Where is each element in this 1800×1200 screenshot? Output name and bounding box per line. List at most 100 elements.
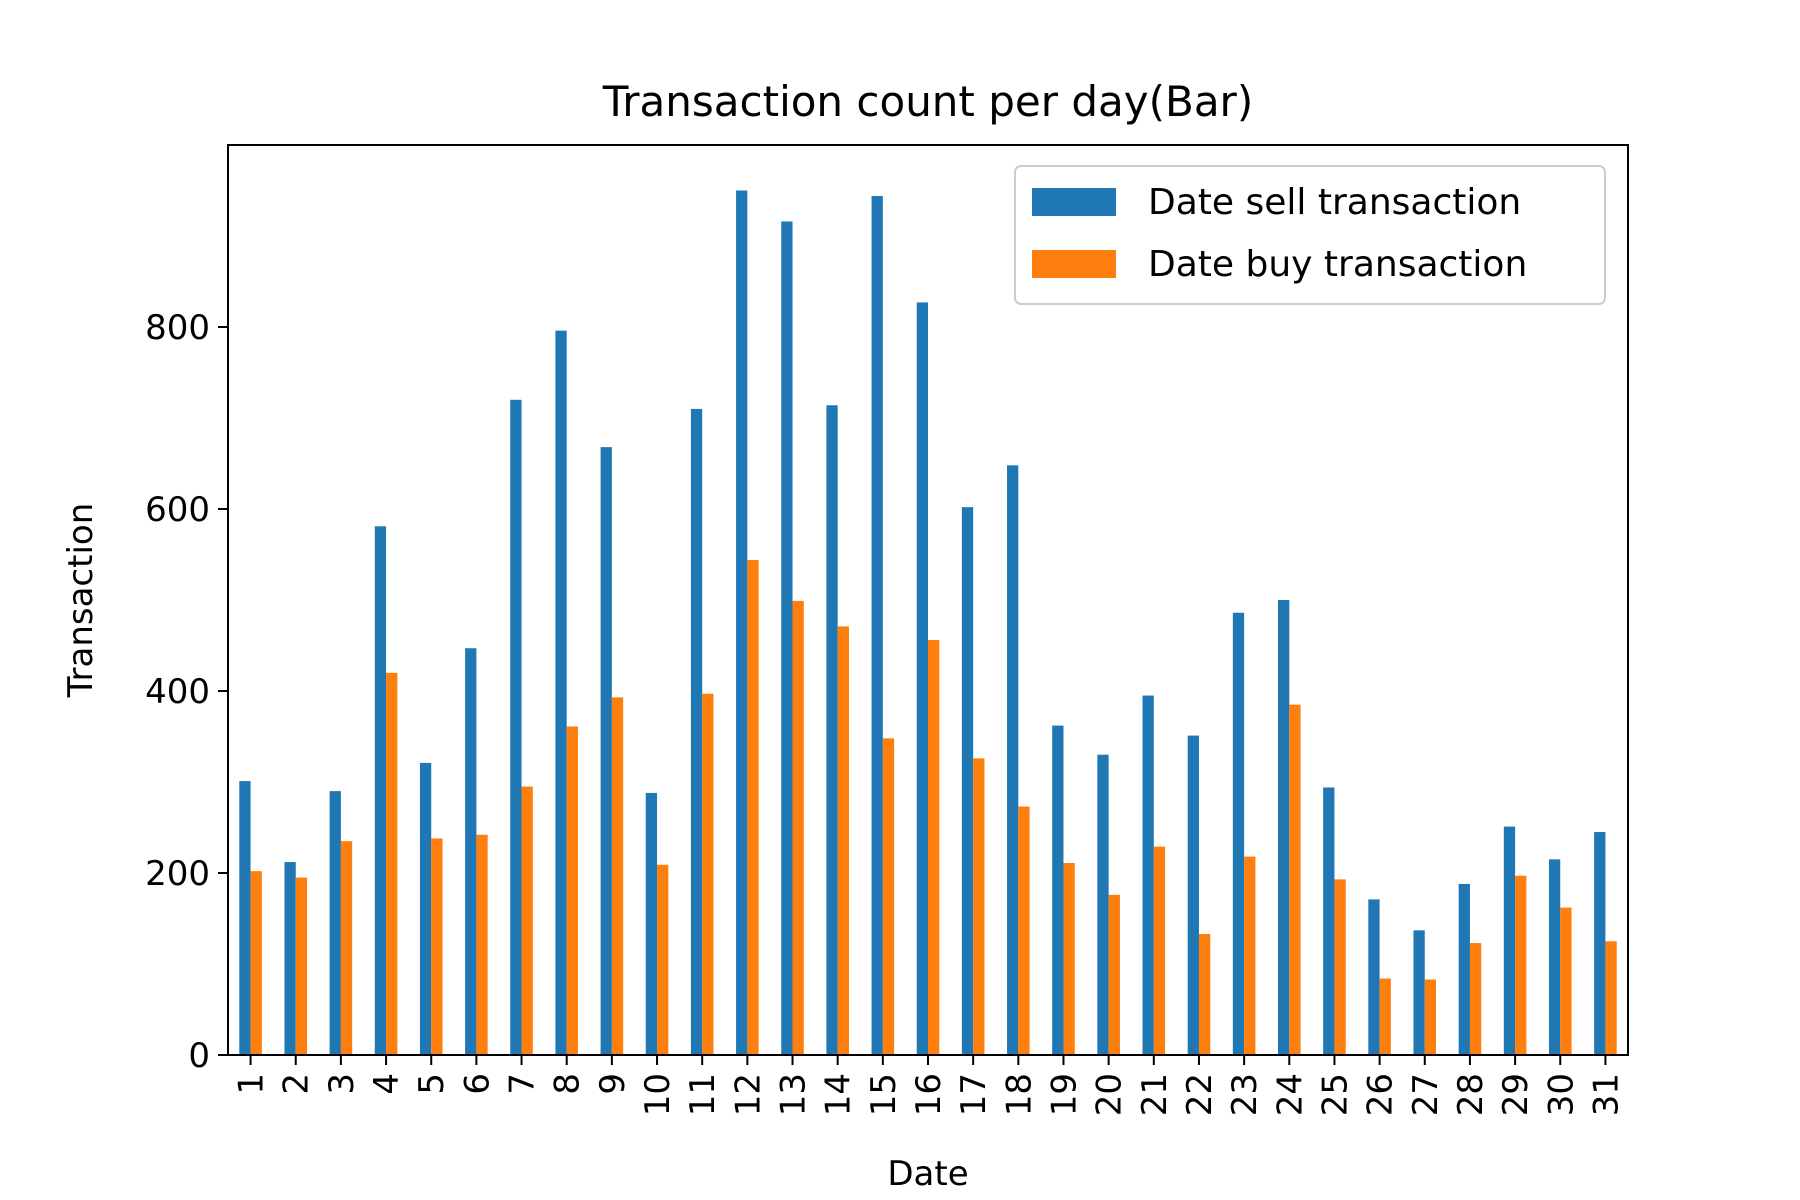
buy-bar-2 (295, 877, 308, 1055)
buy-bar-7 (521, 786, 533, 1055)
sell-bar-26 (1368, 899, 1380, 1055)
x-tick-label: 2 (277, 1073, 317, 1095)
buy-bar-4 (386, 672, 398, 1055)
buy-bar-13 (792, 600, 804, 1055)
chart-title: Transaction count per day(Bar) (602, 77, 1253, 126)
buy-bar-25 (1334, 879, 1346, 1055)
sell-bar-30 (1548, 859, 1561, 1055)
buy-bar-29 (1515, 875, 1527, 1055)
x-tick-label: 8 (548, 1073, 588, 1095)
x-tick-label: 28 (1451, 1073, 1491, 1116)
sell-bar-2 (284, 862, 296, 1055)
x-tick-label: 17 (954, 1073, 994, 1116)
buy-bar-17 (973, 758, 985, 1055)
x-tick-label: 22 (1180, 1073, 1220, 1116)
x-tick-label: 7 (503, 1073, 543, 1095)
buy-bar-26 (1379, 978, 1391, 1055)
y-tick-label: 800 (145, 308, 210, 348)
sell-bar-4 (374, 526, 387, 1055)
y-axis: 0 200 400 600 800 (145, 308, 228, 1076)
x-tick-label: 4 (367, 1073, 407, 1095)
sell-bar-15 (871, 195, 883, 1055)
sell-bar-25 (1323, 787, 1335, 1055)
x-tick-label: 5 (412, 1073, 452, 1095)
buy-bar-5 (431, 838, 443, 1055)
x-tick-label: 6 (457, 1073, 497, 1095)
sell-bar-9 (600, 447, 612, 1055)
buy-bar-19 (1063, 862, 1075, 1055)
buy-bar-6 (476, 834, 488, 1055)
sell-bar-12 (736, 190, 748, 1055)
x-tick-label: 31 (1586, 1073, 1626, 1116)
sell-bar-31 (1594, 832, 1606, 1055)
x-tick-label: 14 (819, 1073, 859, 1116)
buy-bar-27 (1424, 979, 1437, 1055)
sell-bar-11 (690, 408, 703, 1055)
x-tick-label: 30 (1541, 1073, 1581, 1116)
buy-bar-22 (1198, 933, 1211, 1055)
sell-bar-22 (1187, 735, 1199, 1055)
x-tick-label: 29 (1496, 1073, 1536, 1116)
x-tick-label: 20 (1090, 1073, 1130, 1116)
x-axis: 1 2 3 4 5 6 7 8 9 10 11 12 13 14 15 16 17 18 19 20 21 22 23 24 2… (232, 1055, 1626, 1116)
y-tick-label: 600 (145, 490, 210, 530)
buy-bar-12 (747, 559, 759, 1055)
legend-label-buy: Date buy transaction (1148, 244, 1527, 285)
y-tick-label: 200 (145, 854, 210, 894)
sell-bar-10 (645, 792, 658, 1055)
x-tick-label: 21 (1135, 1073, 1175, 1116)
buy-bar-11 (702, 693, 714, 1055)
sell-bar-18 (1007, 465, 1019, 1055)
buy-bar-24 (1289, 704, 1301, 1055)
sell-bar-23 (1232, 612, 1245, 1055)
sell-bar-24 (1278, 600, 1290, 1055)
x-tick-label: 18 (999, 1073, 1039, 1116)
x-tick-label: 3 (322, 1073, 362, 1095)
sell-bar-1 (239, 781, 251, 1055)
buy-bar-18 (1018, 806, 1030, 1055)
x-tick-label: 13 (774, 1073, 814, 1116)
y-tick-label: 0 (188, 1036, 210, 1076)
buy-bar-23 (1244, 856, 1256, 1055)
sell-bar-20 (1097, 754, 1109, 1055)
sell-bar-19 (1052, 725, 1064, 1055)
legend-label-sell: Date sell transaction (1148, 182, 1521, 223)
x-tick-label: 12 (728, 1073, 768, 1116)
buy-bar-21 (1153, 846, 1166, 1055)
buy-bar-1 (250, 871, 262, 1055)
buy-bar-28 (1469, 943, 1482, 1055)
sell-bar-14 (826, 405, 838, 1055)
sell-bar-7 (510, 399, 522, 1055)
x-tick-label: 26 (1361, 1073, 1401, 1116)
sell-bar-6 (465, 648, 477, 1055)
legend-box (1014, 165, 1606, 305)
x-tick-label: 23 (1225, 1073, 1265, 1116)
sell-bar-28 (1458, 883, 1470, 1055)
x-tick-label: 11 (683, 1073, 723, 1116)
buy-bar-9 (611, 697, 624, 1055)
y-tick-label: 400 (145, 672, 210, 712)
x-tick-label: 10 (638, 1073, 678, 1116)
legend: Date sell transaction Date buy transacti… (1014, 165, 1606, 305)
x-tick-label: 19 (1044, 1073, 1084, 1116)
x-tick-label: 1 (232, 1073, 272, 1095)
x-axis-title: Date (887, 1154, 968, 1194)
sell-bar-3 (329, 791, 341, 1055)
sell-bar-27 (1413, 930, 1425, 1055)
x-tick-label: 24 (1270, 1073, 1310, 1116)
sell-bar-17 (961, 507, 974, 1055)
buy-bar-8 (566, 726, 578, 1055)
sell-bar-16 (916, 302, 928, 1055)
x-tick-label: 15 (864, 1073, 904, 1116)
x-tick-label: 25 (1315, 1073, 1355, 1116)
buy-bar-30 (1560, 907, 1572, 1055)
sell-bar-21 (1142, 695, 1154, 1055)
buy-bar-10 (657, 864, 669, 1055)
buy-bar-31 (1605, 941, 1617, 1055)
legend-swatch-sell (1032, 188, 1116, 216)
bars-layer (239, 190, 1617, 1055)
sell-bar-8 (555, 330, 567, 1055)
buy-bar-14 (837, 626, 849, 1055)
